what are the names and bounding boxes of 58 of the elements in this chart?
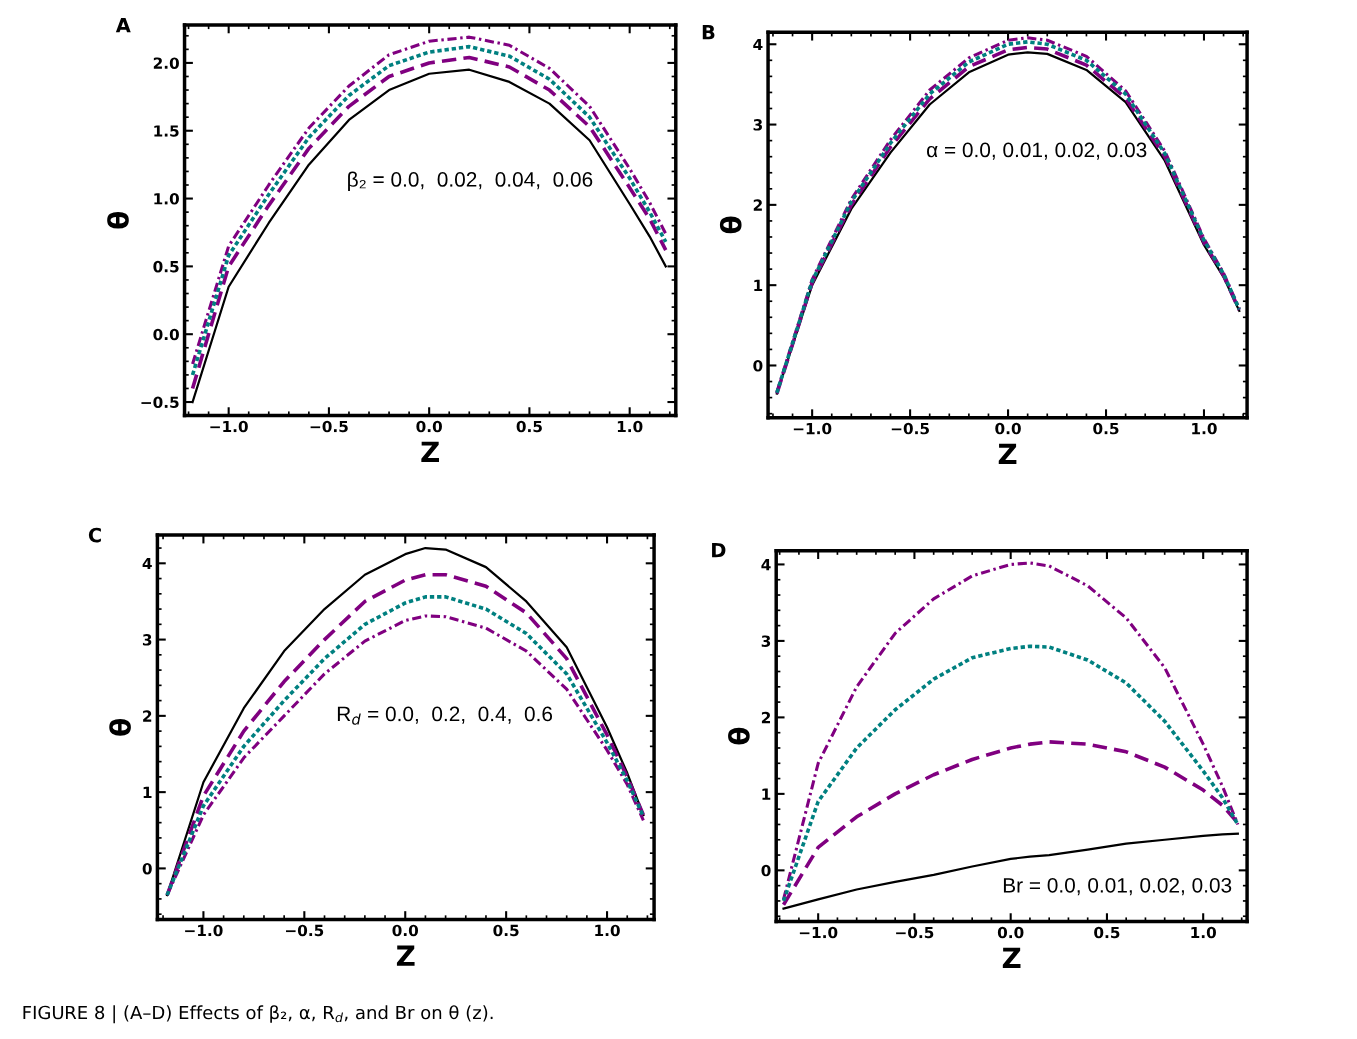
x-tick-label: −1.0 (210, 420, 248, 433)
y-tick-label: 3 (753, 119, 762, 131)
y-tick-label: 3 (761, 635, 771, 647)
chart-title: A (115, 18, 131, 33)
y-tick-label: 0.0 (153, 328, 179, 341)
chart-title: C (88, 527, 101, 543)
y-tick-label: 0 (753, 359, 763, 372)
y-tick-label: 2.0 (153, 57, 179, 69)
x-tick-label: −0.5 (891, 422, 929, 435)
y-tick-label: 4 (761, 559, 771, 571)
x-axis-title: Z (396, 945, 415, 966)
y-tick-label: 1.0 (154, 193, 179, 205)
chart-title: B (702, 25, 715, 40)
x-tick-label: 0.0 (416, 420, 442, 433)
y-tick-label: 0.5 (153, 260, 179, 273)
y-tick-label: 1 (143, 786, 152, 798)
x-axis-title: Z (421, 441, 439, 462)
x-tick-label: 0.5 (516, 420, 542, 433)
y-axis-title: θ (109, 718, 131, 736)
y-tick-label: 1 (762, 788, 771, 800)
annotation: β₂ = 0.0, 0.02, 0.04, 0.06 (348, 171, 593, 191)
y-tick-label: 0 (761, 864, 771, 877)
annotation: α = 0.0, 0.01, 0.02, 0.03 (927, 142, 1147, 160)
x-tick-label: 1.0 (1191, 926, 1216, 939)
y-tick-label: 3 (142, 634, 152, 646)
y-axis-title: θ (719, 216, 742, 234)
x-tick-label: 1.0 (1192, 422, 1217, 435)
y-tick-label: 4 (142, 557, 152, 570)
x-tick-label: −1.0 (185, 924, 223, 937)
x-tick-label: −0.5 (286, 924, 324, 937)
caption: FIGURE 8 | (A–D) Effects of β₂, α, R$_{d}$, and Br on θ (z). (23, 1005, 493, 1024)
x-tick-label: −1.0 (793, 422, 832, 435)
y-tick-label: 4 (753, 38, 763, 51)
y-tick-label: 2 (753, 199, 762, 211)
chart-title: D (712, 543, 726, 558)
annotation: Br = 0.0, 0.01, 0.02, 0.03 (1003, 877, 1232, 896)
y-axis-title: θ (107, 211, 129, 229)
x-tick-label: −0.5 (896, 926, 934, 939)
x-tick-label: 0.5 (1094, 926, 1120, 939)
y-tick-label: 0 (142, 862, 152, 875)
y-tick-label: 2 (761, 711, 771, 724)
x-tick-label: 0.5 (1093, 422, 1119, 435)
x-tick-label: 0.0 (392, 924, 419, 937)
x-tick-label: 1.0 (617, 420, 643, 433)
x-tick-label: 0.0 (997, 926, 1024, 939)
y-tick-label: 1 (754, 279, 763, 291)
y-tick-label: 2 (143, 710, 152, 722)
x-axis-title: Z (1002, 947, 1021, 968)
annotation: R$_{d}$ = 0.0, 0.2, 0.4, 0.6 (337, 706, 553, 725)
y-tick-label: 1.5 (154, 125, 179, 137)
y-tick-label: −0.5 (141, 396, 179, 409)
x-tick-label: 1.0 (595, 924, 620, 937)
x-tick-label: 0.5 (493, 924, 519, 937)
x-tick-label: 0.0 (995, 422, 1021, 435)
x-tick-label: −1.0 (799, 926, 838, 939)
x-axis-title: Z (998, 443, 1017, 464)
y-axis-title: θ (728, 727, 750, 745)
x-tick-label: −0.5 (310, 420, 348, 433)
